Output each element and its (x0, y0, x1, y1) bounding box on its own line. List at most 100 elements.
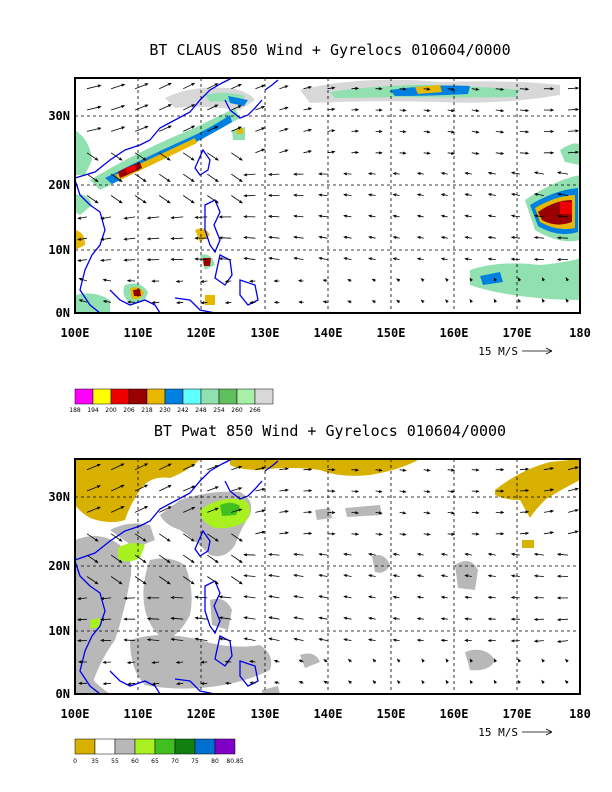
wind-vector (268, 256, 280, 260)
wind-vector (268, 595, 280, 599)
wind-vector (76, 639, 88, 643)
lat-label: 0N (56, 687, 70, 701)
legend-swatch (146, 388, 166, 405)
wind-vector (134, 484, 149, 492)
wind-vector (564, 658, 569, 663)
wind-vector (420, 299, 425, 304)
legend-value: 218 (141, 407, 153, 414)
wind-vector (293, 637, 304, 641)
wind-vector (243, 595, 256, 599)
wind-vector (471, 87, 480, 91)
wind-vector (510, 193, 520, 197)
wind-vector (200, 681, 208, 685)
wind-vector (510, 574, 520, 578)
wind-vector (533, 617, 544, 621)
wind-vector (146, 638, 160, 642)
wind-vector (224, 681, 232, 685)
wind-vector (110, 463, 125, 471)
wind-vector (110, 83, 126, 90)
wind-vector (207, 465, 219, 471)
wind-vector (471, 532, 480, 536)
wind-vector (564, 679, 569, 684)
wind-vector (375, 129, 383, 133)
wind-vector (533, 574, 544, 578)
wind-vector (268, 553, 280, 557)
wind-vector (231, 533, 243, 542)
wind-vector (86, 195, 99, 204)
wind-vector (207, 576, 219, 585)
panel-2-coastlines (74, 458, 279, 695)
wind-vector (392, 193, 400, 197)
wind-vector (416, 193, 424, 197)
wind-vector (519, 130, 530, 134)
wind-vector (86, 464, 101, 471)
wind-vector (543, 108, 555, 112)
wind-vector (543, 129, 555, 133)
wind-vector (416, 257, 424, 261)
wind-vector (351, 532, 360, 536)
wind-vector (367, 638, 376, 642)
wind-vector (556, 192, 569, 196)
wind-vector (347, 658, 352, 663)
wind-vector (268, 637, 280, 641)
wind-vector (519, 531, 530, 535)
wind-vector (279, 510, 289, 514)
wind-vector (126, 279, 136, 283)
wind-vector (292, 193, 304, 197)
wind-vector (77, 237, 88, 241)
wind-vector (416, 214, 424, 218)
wind-vector (322, 279, 328, 283)
wind-vector (510, 639, 520, 643)
legend-swatch (174, 738, 196, 755)
wind-vector (556, 236, 569, 240)
wind-vector (351, 151, 360, 155)
wind-vector (255, 530, 266, 535)
wind-vector (123, 258, 136, 262)
wind-vector (397, 679, 401, 684)
wind-vector (102, 660, 112, 664)
wind-vector (556, 596, 569, 600)
wind-vector (533, 214, 544, 218)
wind-vector (102, 278, 112, 282)
wind-vector (543, 531, 555, 535)
wind-vector (151, 660, 160, 664)
wind-vector (243, 215, 256, 219)
wind-vector (519, 510, 530, 514)
panel-2-frame (74, 458, 581, 695)
wind-vector (510, 236, 520, 240)
wind-vector (267, 193, 280, 197)
lat-label: 30N (48, 109, 70, 123)
lon-label: 180 (569, 326, 591, 340)
wind-vector (471, 151, 480, 155)
wind-vector (343, 257, 352, 261)
wind-vector (343, 235, 352, 239)
wind-vector (423, 151, 431, 155)
wind-vector (146, 237, 160, 241)
wind-vector (447, 468, 456, 472)
wind-vector (293, 552, 304, 556)
wind-vector (318, 257, 328, 261)
wind-vector (158, 195, 171, 204)
wind-vector (159, 484, 172, 492)
wind-vector (243, 194, 256, 198)
wind-vector (447, 109, 456, 113)
legend-value: 242 (177, 407, 189, 414)
wind-vector (495, 532, 505, 536)
wind-vector (207, 104, 219, 111)
panel-1-wind-vectors (77, 82, 580, 305)
legend-swatch (128, 388, 148, 405)
wind-vector (279, 488, 290, 492)
wind-vector (100, 258, 112, 262)
legend-value: 260 (231, 407, 243, 414)
wind-vector (327, 107, 336, 111)
wind-vector (567, 466, 579, 471)
wind-vector (231, 84, 242, 90)
wind-vector (469, 298, 473, 303)
wind-vector (487, 639, 496, 643)
wind-vector (392, 638, 400, 642)
wind-vector (175, 660, 184, 664)
wind-vector (86, 533, 99, 542)
wind-vector (543, 87, 555, 91)
wind-vector (471, 109, 480, 113)
wind-vector (565, 277, 569, 282)
